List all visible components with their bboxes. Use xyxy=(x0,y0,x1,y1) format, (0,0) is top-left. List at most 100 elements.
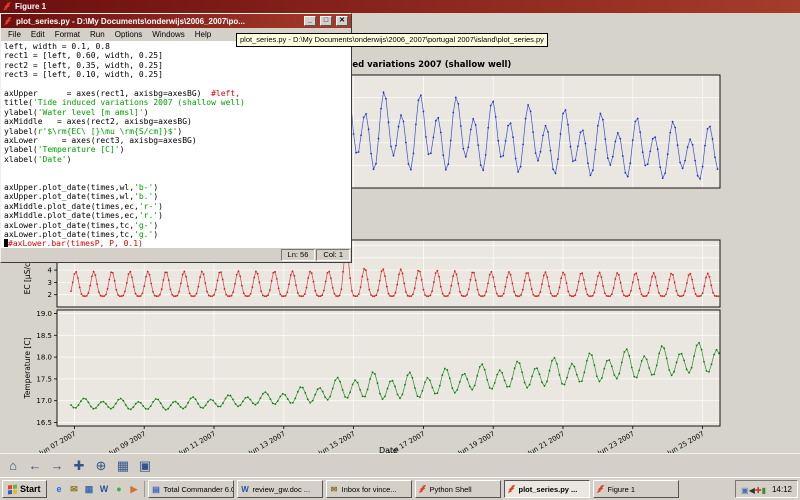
editor-statusbar: Ln: 56 Col: 1 xyxy=(1,248,351,262)
editor-titlebar[interactable]: plot_series.py - D:\My Documents\onderwi… xyxy=(1,14,351,28)
code-line: axUpper.plot_date(times,wl,'b-') xyxy=(4,183,159,193)
display-icon[interactable]: ▣ xyxy=(741,486,749,495)
date-tick-label: Jun 07 2007 xyxy=(37,430,77,453)
code-line: axLower = axes(rect3, axisbg=axesBG) xyxy=(4,136,197,146)
date-tick-label: Jun 11 2007 xyxy=(177,430,217,453)
taskbar-button-total-commander-6-03[interactable]: ▤Total Commander 6.03... xyxy=(147,480,234,498)
code-line: xlabel('Date') xyxy=(4,154,72,164)
taskbar-button-label: Figure 1 xyxy=(607,484,636,494)
code-editor[interactable]: left, width = 0.1, 0.8 rect1 = [left, 0.6… xyxy=(1,41,351,248)
network-icon[interactable]: ▮ xyxy=(761,486,766,495)
save-button[interactable]: ▣ xyxy=(135,455,155,476)
code-line: rect2 = [left, 0.35, width, 0.25] xyxy=(4,60,163,70)
code-line: axMiddle.plot_date(times,ec,'r-') xyxy=(4,201,163,211)
tk-feather-icon xyxy=(418,484,427,494)
plot-area[interactable]: Water level [m amsl]Tide induced variati… xyxy=(0,13,800,453)
taskbar-button-label: Python Shell xyxy=(429,484,472,494)
pan-icon: ✚ xyxy=(73,457,85,473)
inbox-icon: ✉ xyxy=(330,484,338,494)
start-button[interactable]: Start xyxy=(2,480,47,498)
outlook-icon[interactable]: ✉ xyxy=(70,484,78,494)
code-line: #axLower.bar(timesP, P, 0.1) xyxy=(4,239,351,248)
date-tick-label: Jun 09 2007 xyxy=(107,430,147,453)
date-tick-label: Jun 15 2007 xyxy=(316,430,356,453)
text-caret xyxy=(4,239,8,248)
x-axis-label: Date xyxy=(379,446,398,453)
temperature-ylabel: Temperature [C] xyxy=(23,337,32,399)
media-player-icon[interactable]: ▶ xyxy=(130,484,138,494)
editor-title: plot_series.py - D:\My Documents\onderwi… xyxy=(16,16,245,26)
code-line: rect1 = [left, 0.60, width, 0.25] xyxy=(4,51,163,61)
subplots-button[interactable]: ▦ xyxy=(113,455,133,476)
taskbar-button-python-shell[interactable]: Python Shell xyxy=(414,480,501,498)
taskbar-button-label: review_gw.doc ... xyxy=(252,484,311,494)
forward-icon: → xyxy=(50,458,64,473)
close-button[interactable]: ✕ xyxy=(336,16,348,26)
zoom-icon: ⊕ xyxy=(95,457,107,473)
code-line: axLower.plot_date(times,tc,'g.') xyxy=(4,230,159,240)
maximize-button[interactable]: □ xyxy=(320,16,332,26)
taskbar-clock[interactable]: 14:12 xyxy=(771,484,792,494)
tk-feather-icon xyxy=(596,484,605,494)
home-button[interactable]: ⌂ xyxy=(3,455,23,476)
y-tick-label: 3 xyxy=(48,279,52,287)
tk-feather-icon xyxy=(507,484,516,494)
menu-item-options[interactable]: Options xyxy=(114,30,143,39)
pan-button[interactable]: ✚ xyxy=(69,455,89,476)
windows-flag-icon xyxy=(8,484,17,494)
taskbar-button-figure-1[interactable]: Figure 1 xyxy=(592,480,679,498)
code-line: ylabel(r'$\rm{EC\ [}\mu \rm{S/cm]}$') xyxy=(4,126,183,136)
figure-titlebar[interactable]: Figure 1 xyxy=(0,0,800,13)
antivirus-icon[interactable]: ✚ xyxy=(754,486,762,495)
ec-subplot: 23456EC [µS/cm] xyxy=(23,239,721,308)
path-tooltip: plot_series.py - D:\My Documents\onderwi… xyxy=(236,33,548,47)
word-doc-icon: W xyxy=(241,484,249,494)
taskbar-button-inbox-for-vince[interactable]: ✉ Inbox for vince... xyxy=(325,480,412,498)
code-line: axUpper.plot_date(times,wl,'b.') xyxy=(4,192,159,202)
messenger-icon[interactable]: ● xyxy=(116,484,122,494)
menu-item-windows[interactable]: Windows xyxy=(152,30,185,39)
code-line xyxy=(4,164,351,173)
y-tick-label: 17.5 xyxy=(36,375,52,383)
home-icon: ⌂ xyxy=(9,458,17,473)
code-line: ylabel('Water level [m amsl]') xyxy=(4,107,149,117)
menu-item-file[interactable]: File xyxy=(8,30,21,39)
taskbar-button-label: Total Commander 6.03... xyxy=(163,484,233,494)
date-tick-label: Jun 21 2007 xyxy=(526,430,566,453)
y-tick-label: 16.5 xyxy=(36,419,52,427)
word-icon[interactable]: W xyxy=(99,484,109,494)
code-line: rect3 = [left, 0.10, width, 0.25] xyxy=(4,70,163,80)
back-button[interactable]: ← xyxy=(25,455,45,476)
taskbar-button-plot-series-py[interactable]: plot_series.py ... xyxy=(503,480,590,498)
show-desktop-icon[interactable]: ▦ xyxy=(84,484,94,494)
taskbar-button-label: Inbox for vince... xyxy=(341,484,397,494)
menu-item-edit[interactable]: Edit xyxy=(30,30,45,39)
start-label: Start xyxy=(20,484,41,494)
y-tick-label: 4 xyxy=(48,267,53,275)
code-line: title('Tide induced variations 2007 (sha… xyxy=(4,98,245,108)
minimize-button[interactable]: _ xyxy=(304,16,316,26)
system-tray: ▣◀✚▮ 14:12 xyxy=(735,480,798,498)
zoom-button[interactable]: ⊕ xyxy=(91,455,111,476)
menu-item-help[interactable]: Help xyxy=(194,30,212,39)
ec-ylabel: EC [µS/cm] xyxy=(23,253,32,295)
code-line: left, width = 0.1, 0.8 xyxy=(4,42,110,51)
ec-points xyxy=(70,248,720,298)
volume-icon[interactable]: ◀ xyxy=(748,486,755,495)
y-tick-label: 18.5 xyxy=(36,332,52,340)
quick-launch: e ✉ ▦ W ● ▶ xyxy=(50,481,145,497)
back-icon: ← xyxy=(28,458,42,473)
figure-title: Figure 1 xyxy=(15,2,47,11)
code-line xyxy=(4,174,351,183)
forward-button[interactable]: → xyxy=(47,455,67,476)
menu-item-run[interactable]: Run xyxy=(90,30,105,39)
code-line: axLower.plot_date(times,tc,'g-') xyxy=(4,220,159,230)
taskbar-button-label: plot_series.py ... xyxy=(518,484,578,494)
y-tick-label: 18.0 xyxy=(36,354,52,362)
ie-icon[interactable]: e xyxy=(56,484,62,494)
y-tick-label: 19.0 xyxy=(36,310,52,318)
code-line xyxy=(4,80,351,89)
menu-item-format[interactable]: Format xyxy=(54,30,81,39)
